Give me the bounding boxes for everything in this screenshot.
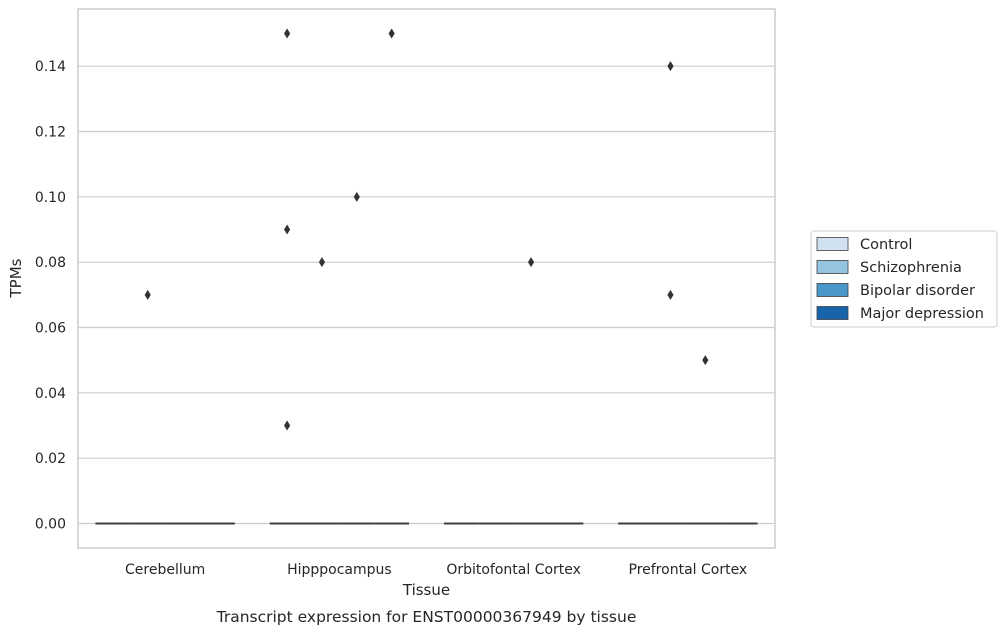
y-tick-label: 0.00 <box>35 517 66 533</box>
outlier-marker <box>667 289 674 300</box>
x-tick-label: Cerebellum <box>125 562 205 578</box>
chart-caption: Transcript expression for ENST0000036794… <box>216 608 637 626</box>
legend-swatch <box>816 237 849 251</box>
legend-items: Control Schizophrenia Bipolar disorder Majo… <box>816 237 984 322</box>
outlier-marker <box>388 28 395 39</box>
outlier-marker <box>667 61 674 72</box>
outlier-markers <box>144 28 709 431</box>
y-tick-label: 0.04 <box>35 386 66 402</box>
legend-swatch <box>816 283 849 297</box>
outlier-marker <box>284 28 291 39</box>
legend-label: Bipolar disorder <box>860 283 975 299</box>
y-tick-label: 0.14 <box>35 59 66 75</box>
y-tick-labels: 0.00 0.02 0.04 0.06 0.08 0.10 0.12 0.14 <box>35 59 66 532</box>
outlier-marker <box>144 289 151 300</box>
outlier-marker <box>284 224 291 235</box>
grid-lines <box>78 65 775 525</box>
x-axis-label: Tissue <box>402 581 450 599</box>
legend-label: Schizophrenia <box>860 260 962 276</box>
outlier-marker <box>702 355 709 366</box>
y-tick-label: 0.06 <box>35 321 66 337</box>
outlier-marker <box>353 191 360 202</box>
legend: Control Schizophrenia Bipolar disorder Majo… <box>810 230 998 328</box>
legend-swatch <box>816 260 849 274</box>
x-tick-label: Prefrontal Cortex <box>629 562 748 578</box>
legend-swatch <box>816 306 849 320</box>
y-tick-label: 0.12 <box>35 125 66 141</box>
x-tick-label: Orbitofontal Cortex <box>446 562 581 578</box>
legend-frame <box>810 230 998 328</box>
plot-frame <box>77 8 776 549</box>
outlier-marker <box>284 420 291 431</box>
legend-label: Major depression <box>860 306 984 322</box>
x-tick-labels: Cerebellum Hipppocampus Orbitofontal Corte… <box>125 562 747 578</box>
y-tick-label: 0.10 <box>35 190 66 206</box>
y-axis-label: TPMs <box>7 258 25 298</box>
outlier-marker <box>527 257 535 268</box>
y-tick-label: 0.08 <box>35 255 66 271</box>
x-tick-label: Hipppocampus <box>287 562 392 578</box>
legend-label: Control <box>860 237 912 253</box>
y-tick-label: 0.02 <box>35 451 66 467</box>
outlier-marker <box>318 257 326 268</box>
